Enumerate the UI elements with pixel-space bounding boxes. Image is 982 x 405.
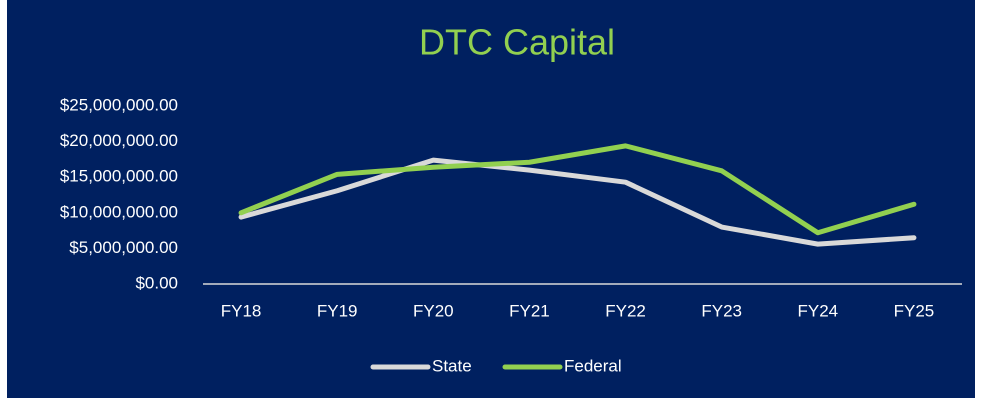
line-series bbox=[238, 157, 917, 247]
legend-label: Federal bbox=[564, 356, 622, 375]
y-tick-label: $20,000,000.00 bbox=[60, 131, 178, 150]
x-tick-label: FY20 bbox=[413, 301, 454, 320]
y-tick-label: $25,000,000.00 bbox=[60, 95, 178, 114]
y-tick-label: $0.00 bbox=[135, 273, 178, 292]
chart-background bbox=[7, 0, 975, 398]
y-tick-label: $15,000,000.00 bbox=[60, 167, 178, 186]
x-tick-label: FY19 bbox=[317, 301, 358, 320]
x-tick-label: FY21 bbox=[509, 301, 550, 320]
x-tick-label: FY23 bbox=[701, 301, 742, 320]
y-tick-label: $10,000,000.00 bbox=[60, 202, 178, 221]
x-tick-label: FY18 bbox=[221, 301, 262, 320]
x-tick-label: FY25 bbox=[894, 301, 935, 320]
x-tick-label: FY22 bbox=[605, 301, 646, 320]
y-tick-label: $5,000,000.00 bbox=[69, 238, 178, 257]
line-series bbox=[238, 143, 917, 236]
legend-label: State bbox=[432, 356, 472, 375]
chart-title: DTC Capital bbox=[419, 22, 615, 63]
x-tick-label: FY24 bbox=[797, 301, 838, 320]
